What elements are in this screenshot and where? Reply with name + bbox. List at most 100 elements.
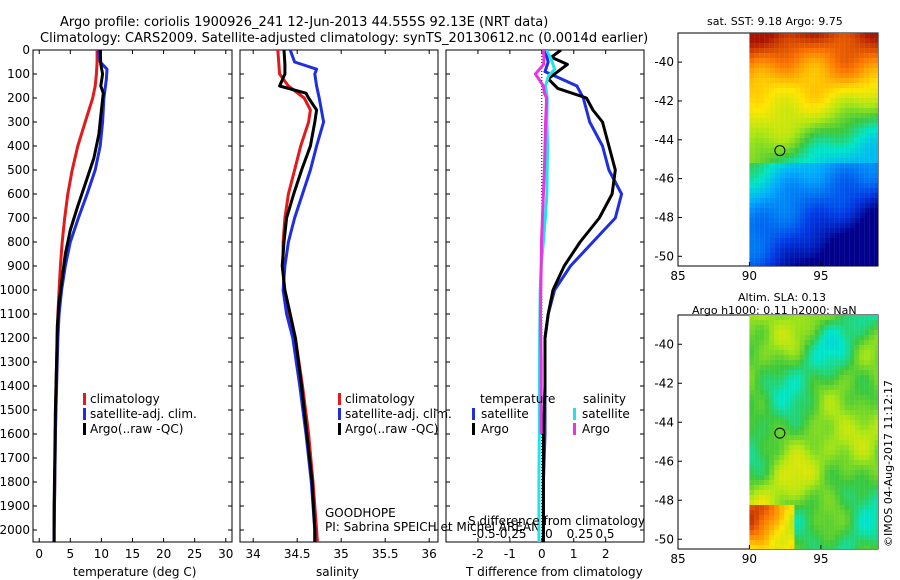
map-cell: [849, 515, 855, 520]
map-cell: [789, 213, 795, 218]
map-cell: [779, 168, 785, 173]
map-cell: [849, 73, 855, 78]
map-cell: [794, 83, 800, 88]
map-cell: [794, 158, 800, 163]
map-cell: [769, 330, 775, 335]
map-cell: [809, 320, 815, 325]
map-cell: [854, 330, 860, 335]
map-cell: [834, 525, 840, 530]
map-cell: [844, 188, 850, 193]
map-cell: [864, 530, 870, 535]
map-cell: [864, 415, 870, 420]
map-cell: [859, 173, 865, 178]
map-cell: [849, 400, 855, 405]
legend-swatch-sal-satellite: [573, 408, 576, 420]
map-cell: [759, 330, 765, 335]
map-cell: [874, 395, 878, 400]
map-cell: [804, 223, 810, 228]
map-cell: [824, 415, 830, 420]
map-cell: [859, 153, 865, 158]
map-cell: [794, 108, 800, 113]
map-cell: [749, 390, 755, 395]
map-cell: [819, 58, 825, 63]
map-cell: [874, 530, 878, 535]
map-cell: [794, 63, 800, 68]
map-cell: [794, 510, 800, 515]
map-cell: [759, 53, 765, 58]
map-cell: [809, 178, 815, 183]
map-cell: [794, 213, 800, 218]
map-cell: [824, 545, 830, 549]
map-cell: [864, 128, 870, 133]
map-cell: [749, 315, 755, 320]
x-tick-label: 34: [246, 547, 261, 561]
map-cell: [789, 470, 795, 475]
map-cell: [814, 148, 820, 153]
map-cell: [769, 138, 775, 143]
map-cell: [759, 118, 765, 123]
map-cell: [859, 440, 865, 445]
map-cell: [849, 143, 855, 148]
map-cell: [764, 315, 770, 320]
map-cell: [769, 68, 775, 73]
map-cell: [829, 330, 835, 335]
map-cell: [839, 208, 845, 213]
map-cell: [854, 68, 860, 73]
map-cell: [754, 253, 760, 258]
map-cell: [754, 43, 760, 48]
map-cell: [819, 525, 825, 530]
map-cell: [844, 350, 850, 355]
map-cell: [814, 38, 820, 43]
map-cell: [789, 128, 795, 133]
map-cell: [794, 53, 800, 58]
map-cell: [759, 405, 765, 410]
map-cell: [854, 108, 860, 113]
x-tick-label: 0: [35, 547, 43, 561]
map-cell: [779, 78, 785, 83]
map-cell: [794, 395, 800, 400]
map-cell: [829, 113, 835, 118]
map-cell: [859, 490, 865, 495]
map-cell: [799, 38, 805, 43]
map-cell: [839, 213, 845, 218]
map-cell: [789, 395, 795, 400]
map-cell: [779, 500, 785, 505]
map-cell: [789, 390, 795, 395]
map-cell: [754, 415, 760, 420]
map-cell: [844, 470, 850, 475]
map-cell: [789, 38, 795, 43]
map-cell: [859, 340, 865, 345]
map-cell: [789, 113, 795, 118]
map-cell: [749, 188, 755, 193]
map-cell: [794, 128, 800, 133]
map-cell: [754, 83, 760, 88]
map-cell: [854, 515, 860, 520]
map-cell: [844, 133, 850, 138]
map-cell: [764, 158, 770, 163]
map-cell: [849, 128, 855, 133]
map-cell: [789, 258, 795, 263]
map-cell: [749, 173, 755, 178]
map-cell: [829, 365, 835, 370]
map-cell: [814, 208, 820, 213]
map-cell: [779, 430, 785, 435]
map-cell: [824, 505, 830, 510]
map-cell: [784, 545, 790, 549]
map-cell: [789, 163, 795, 168]
map-cell: [779, 118, 785, 123]
map-cell: [749, 253, 755, 258]
map-cell: [849, 345, 855, 350]
map-cell: [859, 495, 865, 500]
map-cell: [859, 455, 865, 460]
map-cell: [769, 345, 775, 350]
map-cell: [864, 58, 870, 63]
map-cell: [789, 530, 795, 535]
map-cell: [784, 390, 790, 395]
map-cell: [859, 425, 865, 430]
map-cell: [814, 193, 820, 198]
map-cell: [829, 213, 835, 218]
map-cell: [764, 470, 770, 475]
map-cell: [819, 425, 825, 430]
map-cell: [874, 103, 878, 108]
map-cell: [764, 515, 770, 520]
